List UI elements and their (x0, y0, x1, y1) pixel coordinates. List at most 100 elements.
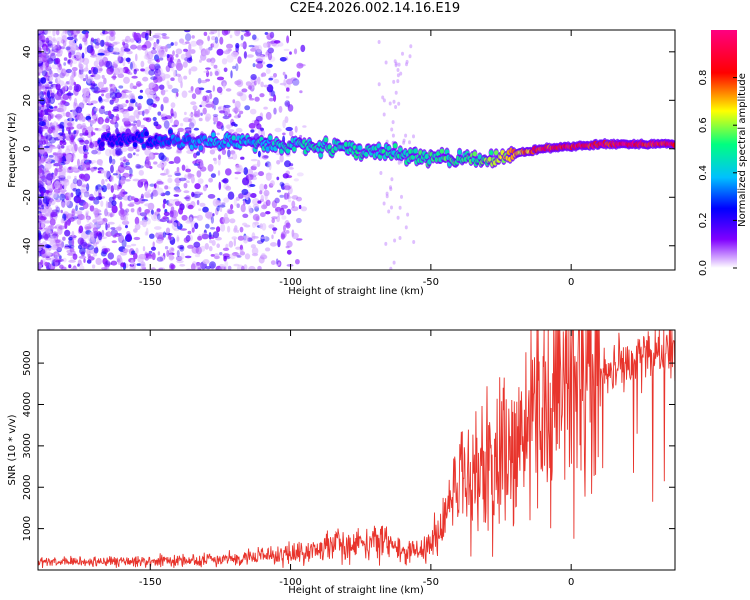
noise-blob (277, 42, 284, 47)
noise-blob (273, 40, 281, 44)
noise-blob (217, 170, 221, 176)
noise-blob (144, 215, 147, 221)
noise-blob (270, 260, 276, 265)
noise-blob (111, 240, 118, 244)
noise-blob (100, 105, 105, 110)
noise-blob (61, 191, 66, 199)
noise-blob (40, 77, 47, 84)
noise-blob (180, 252, 185, 260)
noise-blob (93, 253, 98, 257)
noise-blob (259, 254, 268, 260)
noise-blob (282, 71, 286, 76)
noise-blob (155, 212, 160, 217)
noise-blob (55, 127, 59, 132)
y-axis-label: SNR (10 * v/v) (7, 414, 18, 485)
noise-blob (217, 154, 222, 160)
noise-blob (138, 169, 144, 176)
noise-blob (55, 259, 62, 263)
noise-blob (213, 253, 220, 260)
noise-blob (145, 117, 152, 123)
noise-blob (93, 199, 100, 205)
noise-blob (187, 204, 194, 210)
noise-blob (153, 121, 159, 127)
noise-blob (45, 30, 49, 35)
noise-blob (233, 115, 241, 119)
noise-blob (250, 74, 257, 80)
noise-blob (100, 39, 105, 47)
noise-blob (81, 242, 89, 249)
noise-blob (173, 111, 177, 119)
noise-blob (52, 85, 57, 90)
ridge-point (457, 149, 462, 155)
noise-blob (77, 213, 85, 221)
noise-blob (119, 157, 127, 162)
noise-blob (95, 37, 101, 47)
noise-blob (128, 115, 136, 122)
noise-blob (73, 97, 78, 107)
noise-blob (173, 198, 180, 202)
noise-blob (94, 42, 100, 46)
noise-blob (106, 262, 113, 266)
noise-blob (52, 258, 60, 267)
noise-blob (69, 61, 73, 67)
noise-blob (46, 90, 51, 99)
noise-blob (91, 149, 98, 155)
noise-blob (404, 133, 408, 138)
noise-blob (48, 251, 51, 257)
noise-blob (227, 149, 231, 158)
noise-blob (205, 223, 210, 229)
noise-blob (155, 238, 164, 244)
noise-blob (156, 256, 164, 262)
noise-blob (207, 194, 216, 199)
noise-blob (130, 208, 135, 213)
noise-blob (284, 116, 289, 124)
noise-blob (103, 221, 107, 225)
noise-blob (63, 57, 68, 61)
noise-blob (226, 43, 233, 49)
noise-blob (277, 209, 281, 218)
noise-blob (199, 161, 204, 168)
noise-blob (270, 242, 277, 247)
noise-blob (200, 80, 208, 84)
noise-blob (97, 116, 104, 125)
noise-blob (45, 116, 49, 122)
noise-blob (52, 37, 56, 42)
noise-blob (95, 185, 99, 192)
noise-blob (205, 90, 212, 93)
noise-blob (55, 83, 61, 91)
noise-blob (286, 208, 292, 215)
noise-blob (213, 97, 219, 106)
noise-blob (190, 263, 196, 270)
noise-blob (216, 48, 224, 56)
noise-blob (248, 85, 252, 90)
noise-blob (112, 41, 118, 46)
noise-blob (263, 184, 268, 190)
noise-blob (44, 208, 51, 217)
noise-blob (209, 32, 215, 35)
noise-blob (68, 259, 76, 263)
noise-blob (226, 124, 231, 130)
noise-blob (232, 99, 236, 104)
ridge-point (132, 142, 138, 148)
noise-blob (114, 147, 123, 156)
noise-blob (106, 66, 114, 75)
noise-blob (279, 154, 284, 163)
noise-blob (248, 44, 255, 48)
noise-blob (249, 97, 255, 101)
noise-blob (65, 68, 72, 74)
noise-blob (38, 69, 42, 73)
noise-blob (38, 247, 42, 252)
noise-blob (110, 260, 118, 266)
noise-blob (173, 186, 179, 193)
noise-blob (250, 165, 257, 171)
noise-blob (150, 267, 156, 270)
noise-blob (93, 86, 101, 94)
noise-blob (120, 125, 124, 132)
noise-blob (185, 235, 191, 242)
noise-blob (59, 121, 65, 129)
noise-blob (85, 161, 91, 171)
noise-blob (156, 187, 164, 196)
noise-blob (161, 33, 167, 36)
noise-blob (240, 204, 246, 213)
noise-blob (273, 94, 277, 102)
